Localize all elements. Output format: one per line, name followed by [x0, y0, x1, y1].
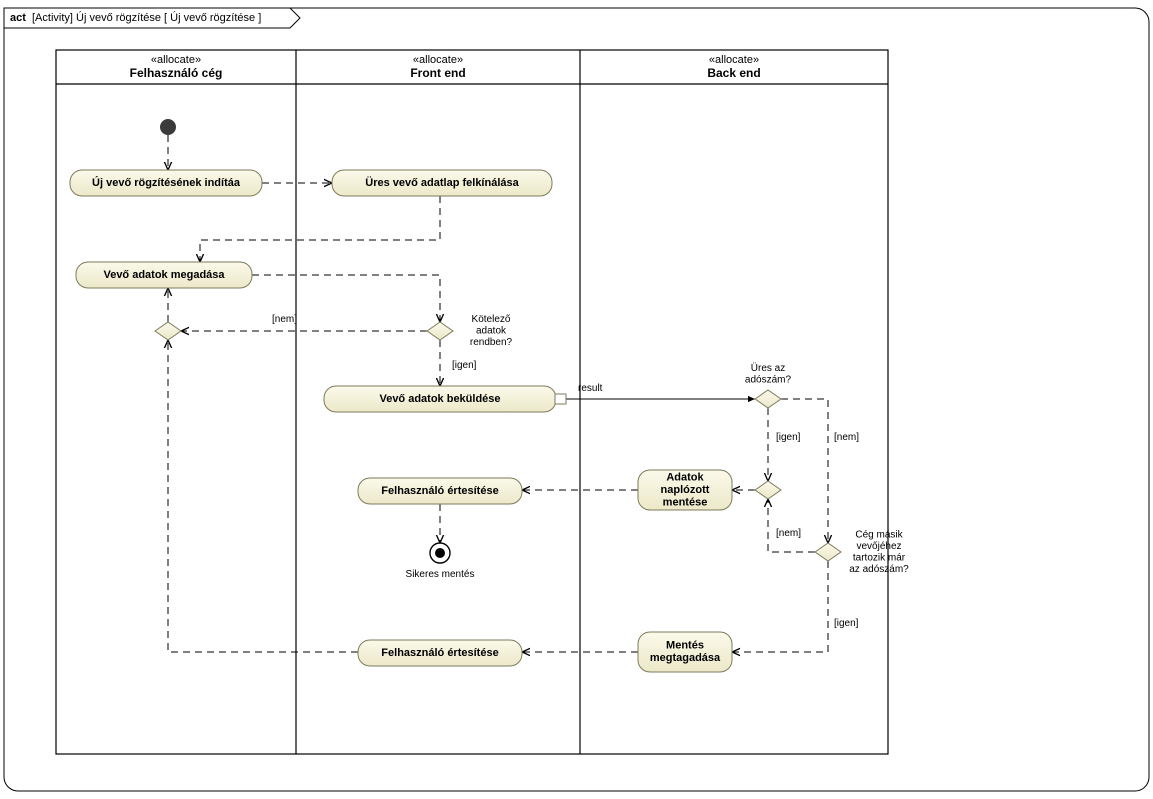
edge-guard: [igen]	[776, 432, 801, 443]
edge	[732, 561, 828, 652]
frame-title-text: [Activity] Új vevő rögzítése [ Új vevő r…	[32, 11, 261, 24]
final-label: Sikeres mentés	[406, 569, 475, 580]
svg-text:Vevő adatok beküldése: Vevő adatok beküldése	[379, 393, 500, 405]
activity-node: Új vevő rögzítésének indítáa	[70, 170, 262, 196]
svg-text:Üres vevő adatlap felkínálása: Üres vevő adatlap felkínálása	[365, 176, 519, 189]
activity-node: Adatoknaplózottmentése	[638, 470, 732, 510]
svg-text:megtagadása: megtagadása	[650, 652, 721, 664]
activity-node: Felhasználó értesítése	[358, 640, 522, 666]
swimlane-stereotype: «allocate»	[413, 54, 463, 66]
pin-label: result	[578, 383, 603, 394]
swimlane-title: Felhasználó cég	[130, 66, 223, 80]
svg-text:Adatok: Adatok	[666, 471, 704, 483]
activity-node: Mentésmegtagadása	[638, 632, 732, 672]
activity-node: Vevő adatok megadása	[76, 262, 252, 288]
activity-node: Üres vevő adatlap felkínálása	[332, 170, 552, 196]
svg-text:Felhasználó értesítése: Felhasználó értesítése	[381, 485, 498, 497]
svg-text:mentése: mentése	[663, 497, 708, 509]
output-pin	[555, 394, 566, 404]
edge-guard: [nem]	[834, 432, 859, 443]
svg-text:Vevő adatok megadása: Vevő adatok megadása	[103, 269, 225, 281]
svg-text:vevőjéhez: vevőjéhez	[856, 541, 901, 552]
swimlane-title: Front end	[410, 66, 465, 80]
swimlane-stereotype: «allocate»	[151, 54, 201, 66]
swimlane-stereotype: «allocate»	[709, 54, 759, 66]
edge	[781, 399, 828, 543]
svg-text:Felhasználó értesítése: Felhasználó értesítése	[381, 647, 498, 659]
decision-node	[755, 481, 781, 499]
edge-guard: [igen]	[452, 360, 477, 371]
swimlane-title: Back end	[707, 66, 760, 80]
edge-guard: [nem]	[776, 528, 801, 539]
initial-node	[160, 119, 176, 135]
svg-text:tartozik már: tartozik már	[853, 552, 906, 563]
edge	[768, 499, 815, 552]
edge	[200, 196, 440, 262]
svg-text:Üres az: Üres az	[751, 362, 785, 374]
decision-node	[155, 322, 181, 340]
svg-text:rendben?: rendben?	[470, 337, 513, 348]
activity-node: Vevő adatok beküldése	[324, 386, 556, 412]
svg-text:adószám?: adószám?	[745, 374, 792, 385]
svg-text:Mentés: Mentés	[666, 640, 704, 652]
svg-text:Cég másik: Cég másik	[855, 529, 903, 540]
activity-node: Felhasználó értesítése	[358, 478, 522, 504]
svg-text:adatok: adatok	[476, 326, 507, 337]
svg-text:naplózott: naplózott	[661, 484, 710, 496]
final-node	[430, 543, 450, 563]
svg-text:az adószám?: az adószám?	[849, 564, 909, 575]
edge-guard: [nem]	[272, 314, 297, 325]
decision-node: Cég másikvevőjéheztartozik máraz adószám…	[815, 529, 909, 575]
svg-text:Új vevő rögzítésének indítáa: Új vevő rögzítésének indítáa	[92, 176, 241, 189]
edge	[168, 340, 358, 652]
svg-text:Kötelező: Kötelező	[472, 314, 511, 325]
decision-node: Üres azadószám?	[745, 362, 792, 408]
edge-guard: [igen]	[834, 618, 859, 629]
frame-title-prefix: act	[10, 12, 26, 24]
